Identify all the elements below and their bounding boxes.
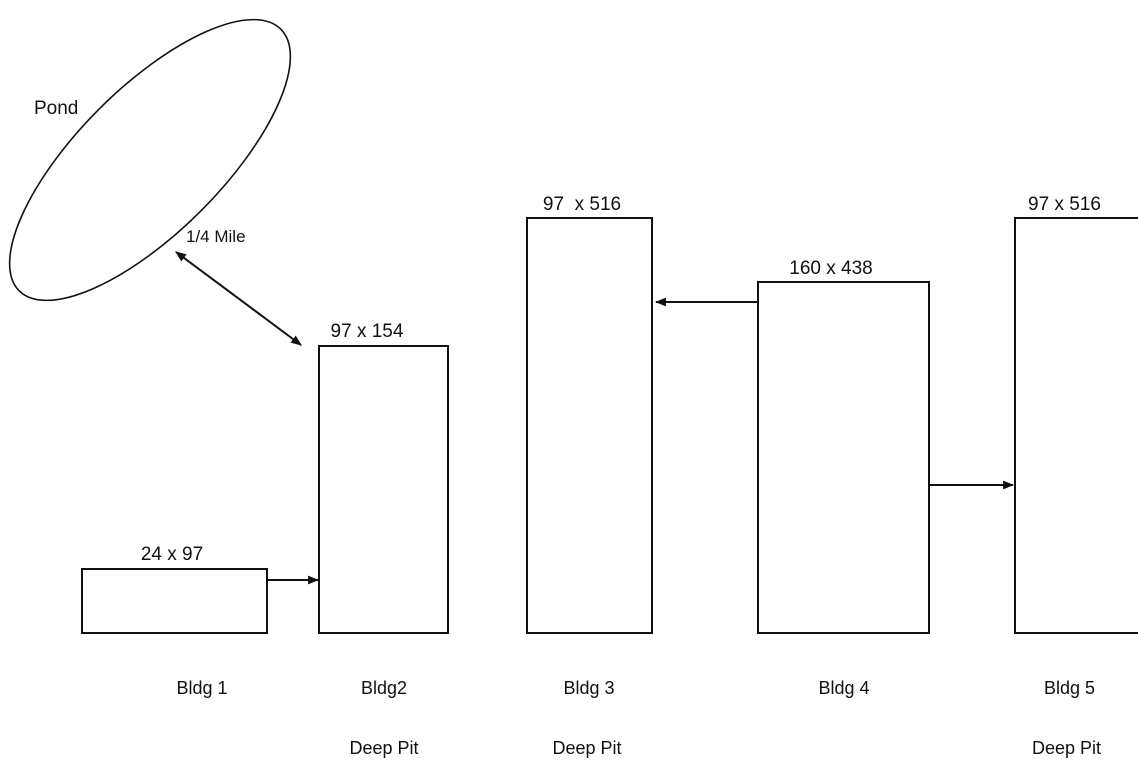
bldg-3-name: Bldg 3 bbox=[563, 678, 615, 698]
bldg-2-rect bbox=[318, 345, 449, 634]
bldg-1-dimensions: 24 x 97 bbox=[140, 544, 204, 565]
bldg-2-name: Bldg2 bbox=[360, 678, 408, 698]
bldg-4-name: Bldg 4 bbox=[818, 678, 870, 698]
bldg-3-dimensions: 97 x 516 bbox=[542, 194, 622, 215]
bldg-2-dimensions: 97 x 154 bbox=[330, 321, 404, 342]
bldg-5-dimensions: 97 x 516 bbox=[1028, 194, 1101, 215]
bldg-5-rect bbox=[1014, 217, 1138, 634]
bldg-1-name: Bldg 1 bbox=[176, 678, 228, 698]
bldg-3-rect bbox=[526, 217, 653, 634]
bldg-5-name: Bldg 5 bbox=[1044, 678, 1096, 698]
bldg-1-rect bbox=[81, 568, 268, 634]
bldg-2-note: Deep Pit bbox=[349, 738, 419, 758]
pond-label: Pond bbox=[34, 98, 79, 119]
distance-label: 1/4 Mile bbox=[186, 227, 246, 246]
bldg-4-rect bbox=[757, 281, 930, 634]
bldg-4-dimensions: 160 x 438 bbox=[789, 258, 873, 279]
bldg-3-note: Deep Pit bbox=[552, 738, 622, 758]
pond-distance-arrow bbox=[175, 251, 302, 346]
pond-shape bbox=[8, 18, 292, 302]
bldg-5-note: Deep Pit bbox=[1032, 738, 1102, 758]
